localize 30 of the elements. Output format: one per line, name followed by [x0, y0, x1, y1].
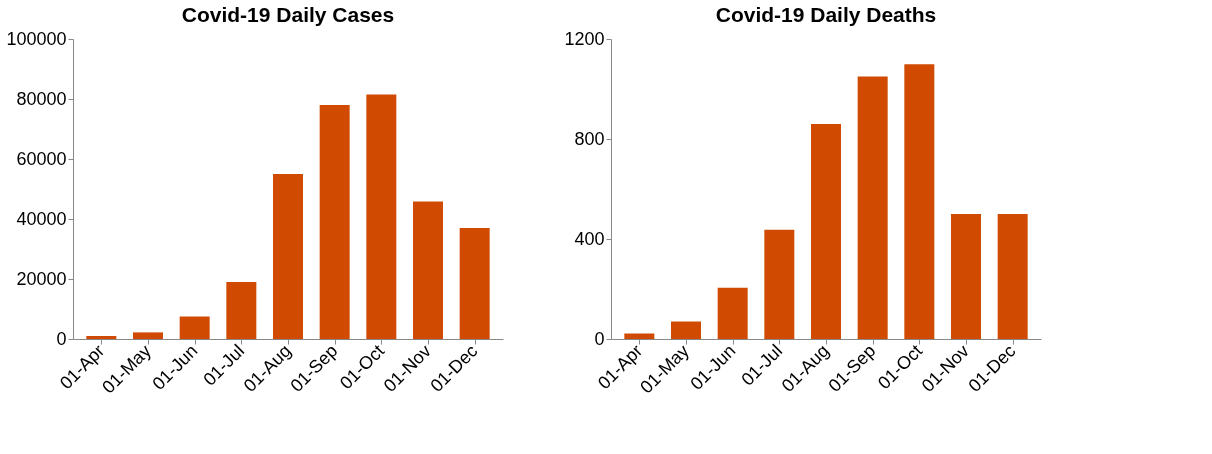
y-tick-label: 800	[574, 128, 605, 149]
bar	[857, 76, 888, 339]
y-tick-label: 0	[594, 328, 605, 349]
bar	[624, 333, 655, 339]
bar	[319, 105, 350, 339]
chart-title: Covid-19 Daily Deaths	[715, 3, 937, 26]
bar	[366, 94, 397, 339]
bar	[951, 214, 981, 339]
bar	[413, 201, 443, 339]
bar	[717, 287, 748, 339]
y-tick-label: 80000	[16, 88, 67, 109]
bar	[671, 321, 701, 339]
bar	[133, 332, 163, 339]
y-tick-label: 60000	[16, 148, 67, 169]
chart-title: Covid-19 Daily Cases	[181, 3, 395, 26]
bar	[904, 64, 935, 339]
y-tick-label: 1200	[564, 28, 605, 49]
bar	[179, 316, 210, 339]
bar	[764, 229, 795, 339]
bar	[226, 282, 257, 339]
bar	[459, 228, 490, 339]
y-tick-label: 40000	[16, 208, 67, 229]
bar	[811, 124, 841, 339]
bar	[997, 214, 1028, 339]
bar	[86, 336, 117, 339]
y-tick-label: 0	[56, 328, 67, 349]
y-tick-label: 20000	[16, 268, 67, 289]
y-tick-label: 400	[574, 228, 605, 249]
y-tick-label: 100000	[6, 28, 67, 49]
bar	[273, 174, 303, 339]
